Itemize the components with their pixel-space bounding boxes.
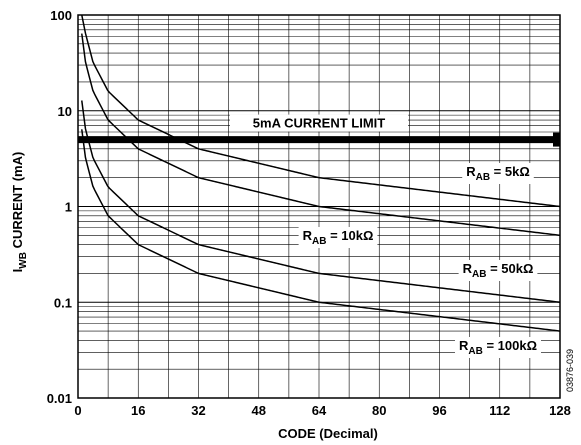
series-label-bg-4 (454, 337, 542, 358)
figure-id: 03876-039 (565, 349, 575, 392)
limit-line-group: 5mA CURRENT LIMIT (78, 114, 560, 147)
series-label-3: RAB = 50kΩ (463, 261, 534, 280)
series-label-symbol: R (463, 261, 473, 276)
series-line-3 (81, 100, 561, 303)
y-axis-title-sub: WB (18, 252, 29, 269)
series-label-symbol: R (466, 164, 476, 179)
series-label-bg-3 (458, 260, 538, 281)
x-axis-title: CODE (Decimal) (278, 426, 378, 441)
y-tick-label: 1 (65, 200, 72, 215)
series-label-subscript: AB (476, 172, 490, 183)
x-tick-label: 48 (252, 403, 266, 418)
y-axis-title-rest: CURRENT (mA) (10, 152, 25, 252)
series-label-symbol: R (303, 228, 313, 243)
series-label-subscript: AB (312, 236, 326, 247)
x-tick-label: 16 (131, 403, 145, 418)
series-label-subscript: AB (468, 346, 482, 357)
y-axis-title: IWB CURRENT (mA) (10, 152, 29, 273)
series-label-bg-2 (298, 227, 378, 248)
series-line-2 (81, 33, 561, 237)
series-label-symbol: R (459, 338, 469, 353)
series-label-2: RAB = 10kΩ (303, 228, 374, 247)
x-tick-label: 96 (432, 403, 446, 418)
y-tick-label: 100 (50, 8, 72, 23)
series-line-1 (81, 14, 561, 208)
x-tick-label: 64 (312, 403, 327, 418)
x-tick-label: 112 (489, 403, 510, 418)
series-label-value: = 5kΩ (490, 164, 530, 179)
series-label-4: RAB = 100kΩ (459, 338, 537, 357)
series-label-bg-1 (462, 163, 534, 184)
current-limit-label: 5mA CURRENT LIMIT (253, 116, 385, 131)
y-axis-title-main: I (10, 269, 25, 273)
series-label-value: = 50kΩ (486, 261, 533, 276)
y-tick-labels: 0.01 0.1 1 10 100 (47, 8, 72, 406)
plot-frame (77, 14, 561, 399)
y-tick-label: 0.1 (54, 295, 72, 310)
series-label-subscript: AB (472, 269, 486, 280)
series-group (81, 14, 561, 332)
x-tick-label: 128 (549, 403, 571, 418)
current-limit-label-bg (230, 114, 408, 132)
series-label-value: = 10kΩ (326, 228, 373, 243)
series-label-value: = 100kΩ (483, 338, 537, 353)
series-label-1: RAB = 5kΩ (466, 164, 530, 183)
x-tick-label: 32 (191, 403, 205, 418)
current-limit-marker (553, 132, 560, 147)
series-line-4 (81, 129, 561, 332)
x-tick-label: 0 (74, 403, 81, 418)
x-tick-label: 80 (372, 403, 386, 418)
y-tick-label: 10 (58, 104, 72, 119)
x-tick-labels: 0 16 32 48 64 80 96 112 128 (74, 403, 570, 418)
y-tick-label: 0.01 (47, 391, 72, 406)
